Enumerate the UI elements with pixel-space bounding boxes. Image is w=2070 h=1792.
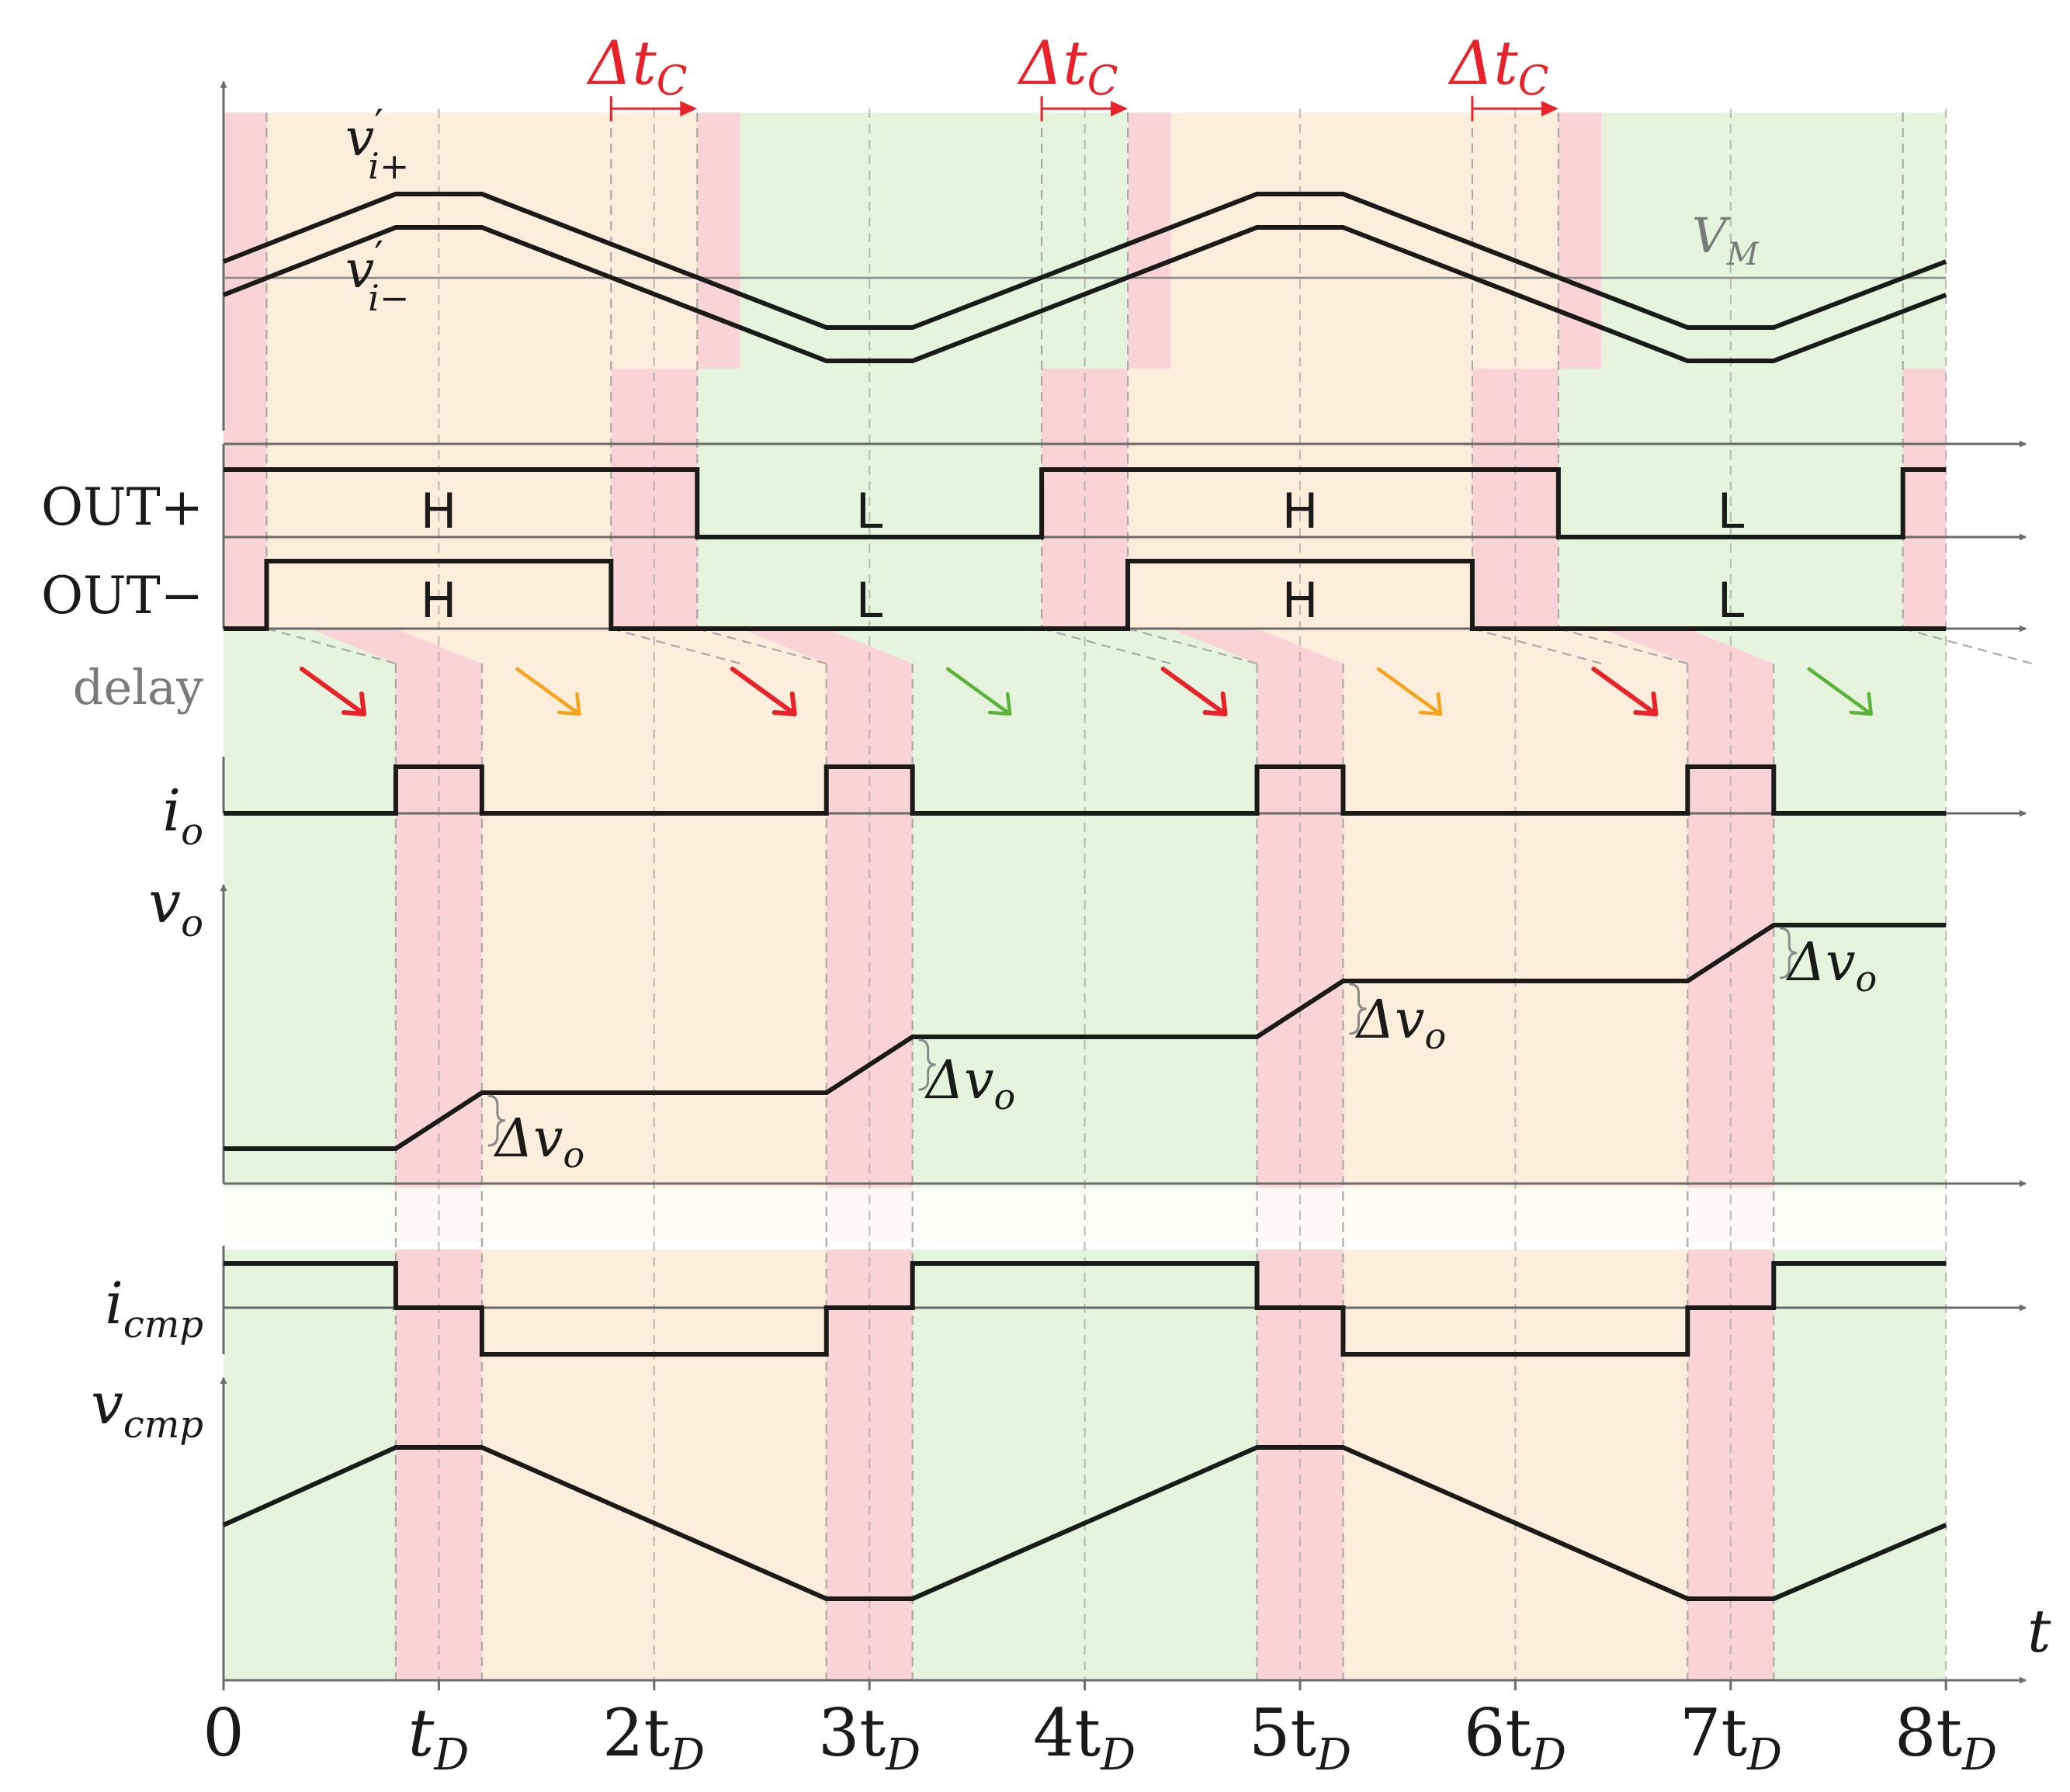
delta-tc-arrowhead [1541, 101, 1559, 116]
time-axis-label: t [2027, 1596, 2051, 1665]
region-green [224, 664, 396, 1242]
region-green [224, 1250, 396, 1680]
delta-tc-label-3: ΔtC [1448, 29, 1548, 105]
delay-arrow [299, 667, 366, 716]
delta-vo-brace [1349, 983, 1367, 1035]
time-tick-label: 0 [203, 1695, 244, 1771]
out-minus-waveform [224, 559, 1947, 631]
region-red [224, 113, 267, 369]
delta-tc-label-1: ΔtC [586, 29, 687, 105]
time-tick-label: 5tD [1249, 1695, 1351, 1780]
delay-arrowhead [771, 691, 797, 716]
delta-tc-label-2: ΔtC [1017, 29, 1118, 105]
out-plus-state-l-1: L [856, 483, 883, 539]
out-minus-label: OUT− [41, 566, 203, 626]
out-plus-state-l-2: L [1718, 483, 1745, 539]
delay-arrow [1807, 667, 1874, 716]
delta-tc-arrowhead [1111, 101, 1129, 116]
vi-minus-label: v′ i− [345, 234, 409, 319]
delta-vo-label-3: Δvo [1354, 990, 1446, 1057]
out-minus-state-l-1: L [856, 572, 883, 629]
delay-arrow [1591, 667, 1659, 716]
out-plus-waveform [224, 467, 1947, 539]
delta-vo-label-4: Δvo [1785, 932, 1877, 1000]
region-green [1774, 1250, 1947, 1680]
time-tick-label: 4tD [1033, 1695, 1136, 1780]
delay-arrowhead [987, 691, 1012, 716]
region-orange [1170, 113, 1559, 369]
delay-slant-line [696, 627, 827, 665]
delay-slant-line [1558, 627, 1688, 665]
vi-minus-waveform [222, 225, 1947, 363]
delay-slant-line [1472, 627, 1602, 665]
waveforms [222, 192, 1947, 1601]
icmp-waveform [224, 1261, 1947, 1357]
region-red [1902, 369, 1947, 629]
vm-label: VM [1692, 207, 1760, 272]
time-guide-lines [265, 109, 2033, 1680]
region-orange [266, 113, 698, 369]
vi-plus-waveform [222, 192, 1947, 330]
delta-tc-arrowhead [680, 101, 698, 116]
vo-label: vo [148, 869, 203, 945]
delay-arrow [1376, 667, 1443, 716]
delta-vo-label-1: Δvo [493, 1108, 584, 1176]
delta-vo-brace [487, 1094, 505, 1147]
icmp-label: icmp [105, 1270, 203, 1347]
time-tick-label: 2tD [602, 1695, 705, 1780]
delay-slant-line [611, 627, 741, 665]
vcmp-label: vcmp [91, 1371, 203, 1447]
vcmp-waveform [222, 1445, 1947, 1601]
region-green [740, 113, 1129, 369]
delta-vo-label-2: Δvo [924, 1050, 1015, 1118]
delay-slant-line [1041, 627, 1171, 665]
delta-vo-brace [1780, 927, 1798, 979]
delay-arrow [515, 667, 581, 716]
vi-plus-label: v′ i+ [345, 102, 409, 187]
delay-arrow [945, 667, 1012, 716]
vo-waveform [224, 923, 1947, 1151]
time-tick-label: 8tD [1895, 1695, 1997, 1780]
region-green [1601, 113, 1947, 369]
region-red [224, 369, 267, 629]
delay-slant-line [266, 627, 397, 665]
out-plus-state-h-2: H [1282, 483, 1319, 539]
delay-arrowhead [557, 691, 581, 716]
io-label: io [162, 778, 203, 854]
delay-arrowhead [1202, 691, 1228, 716]
delay-arrow [730, 667, 797, 716]
io-waveform [224, 764, 1947, 816]
region-green [1774, 664, 1947, 1242]
delay-slant-line [1902, 627, 2033, 665]
region-orange [395, 629, 827, 664]
delay-arrowhead [1418, 691, 1443, 716]
out-plus-label: OUT+ [41, 477, 203, 537]
time-tick-label: 3tD [818, 1695, 921, 1780]
time-tick-label: 6tD [1464, 1695, 1566, 1780]
region-green [224, 629, 396, 664]
region-green [1687, 629, 1947, 664]
out-plus-state-h-1: H [421, 483, 457, 539]
delay-arrowhead [341, 691, 366, 716]
out-minus-state-l-2: L [1718, 572, 1745, 629]
delay-slant-line [1127, 627, 1257, 665]
delay-arrowhead [1633, 691, 1659, 716]
delta-vo-brace [918, 1038, 936, 1091]
out-minus-state-h-1: H [421, 572, 457, 629]
region-red [697, 113, 740, 369]
out-minus-state-h-2: H [1282, 572, 1319, 629]
delay-arrow [1160, 667, 1228, 716]
delay-arrowhead [1849, 691, 1874, 716]
delay-label: delay [73, 659, 203, 716]
region-orange [1257, 629, 1688, 664]
region-green [826, 629, 1257, 664]
region-red [1558, 113, 1602, 369]
time-tick-label: 7tD [1680, 1695, 1782, 1780]
time-tick-label: tD [408, 1695, 470, 1780]
annotations [299, 96, 1874, 1147]
